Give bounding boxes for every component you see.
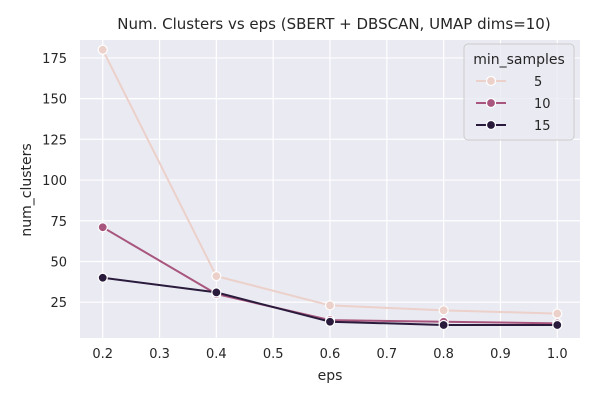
data-point — [211, 271, 222, 282]
legend-label: 5 — [534, 75, 542, 90]
x-tick-label: 0.5 — [263, 347, 284, 362]
legend-swatch-marker — [485, 75, 497, 87]
chart-title: Num. Clusters vs eps (SBERT + DBSCAN, UM… — [117, 15, 550, 33]
y-tick-label: 50 — [50, 255, 67, 270]
series-15 — [97, 272, 563, 331]
data-point — [324, 300, 336, 311]
series-layer — [97, 44, 563, 331]
legend-title: min_samples — [473, 52, 565, 68]
x-tick-label: 1.0 — [547, 347, 568, 362]
x-tick-label: 0.4 — [206, 347, 227, 362]
y-tick-labels: 25 50 75 100 125 150 175 — [42, 52, 67, 311]
x-tick-label: 0.6 — [320, 347, 341, 362]
y-tick-label: 100 — [42, 174, 67, 189]
legend-item-10: 10 — [476, 97, 551, 112]
y-tick-label: 125 — [42, 133, 67, 148]
legend-item-15: 15 — [476, 119, 551, 134]
x-tick-label: 0.3 — [149, 347, 170, 362]
legend-item-5: 5 — [476, 75, 542, 90]
y-tick-label: 25 — [50, 296, 67, 311]
x-tick-label: 0.8 — [433, 347, 454, 362]
data-point — [97, 44, 108, 55]
x-tick-label: 0.9 — [490, 347, 511, 362]
y-axis-label: num_clusters — [19, 143, 35, 236]
legend-swatch-marker — [485, 119, 497, 131]
series-5 — [97, 44, 563, 319]
data-point — [97, 272, 108, 283]
y-tick-label: 175 — [42, 52, 67, 67]
data-point — [211, 287, 222, 298]
legend-swatch-marker — [485, 97, 497, 109]
data-point — [552, 319, 563, 331]
x-tick-label: 0.2 — [92, 347, 113, 362]
legend: min_samples 5 10 15 — [463, 43, 575, 141]
y-tick-label: 150 — [42, 93, 67, 108]
y-tick-label: 75 — [50, 215, 67, 230]
data-point — [97, 222, 108, 233]
legend-label: 10 — [534, 97, 551, 112]
data-point — [552, 308, 563, 319]
x-axis-label: eps — [318, 368, 343, 384]
data-point — [438, 319, 449, 331]
legend-box — [463, 43, 575, 141]
x-tick-labels: 0.2 0.3 0.4 0.5 0.6 0.7 0.8 0.9 1.0 — [92, 347, 567, 362]
x-tick-label: 0.7 — [376, 347, 397, 362]
data-point — [438, 305, 449, 316]
legend-label: 15 — [534, 119, 551, 134]
data-point — [324, 316, 336, 327]
